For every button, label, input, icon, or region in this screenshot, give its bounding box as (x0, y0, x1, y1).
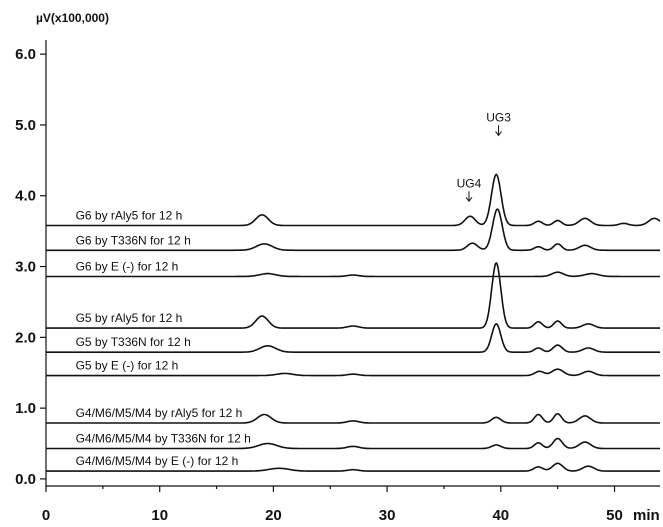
tick-labels: 0.0 1.0 2.0 3.0 4.0 5.0 6.0 0 10 20 30 40 50 (15, 46, 623, 524)
y-axis-unit-label: µV(x100,000) (36, 11, 109, 25)
y-tick-label: 5.0 (15, 117, 36, 134)
y-tick-label: 4.0 (15, 188, 36, 205)
trace-label: G5 by T336N for 12 h (76, 335, 191, 349)
y-tick-label: 3.0 (15, 259, 36, 276)
x-tick-label: 50 (606, 507, 623, 524)
y-tick-label: 2.0 (15, 329, 36, 346)
x-tick-label: 10 (151, 507, 168, 524)
trace-label: G4/M6/M5/M4 by T336N for 12 h (76, 431, 251, 445)
trace-label: G5 by E (-) for 12 h (76, 359, 179, 373)
trace-label: G4/M6/M5/M4 by E (-) for 12 h (76, 454, 239, 468)
x-axis-unit-label: min (633, 507, 660, 524)
x-tick-label: 0 (42, 507, 50, 524)
peak-annotations: UG3 UG4 (457, 110, 512, 201)
trace-label: G6 by T336N for 12 h (76, 233, 191, 247)
peak-annotation-label: UG3 (486, 110, 511, 124)
trace-label: G4/M6/M5/M4 by rAly5 for 12 h (76, 406, 243, 420)
y-tick-label: 0.0 (15, 471, 36, 488)
trace-label: G6 by rAly5 for 12 h (76, 208, 183, 222)
trace-label: G6 by E (-) for 12 h (76, 259, 179, 273)
x-tick-label: 40 (492, 507, 509, 524)
y-tick-label: 1.0 (15, 400, 36, 417)
trace-labels: G6 by rAly5 for 12 h G6 by T336N for 12 h… (76, 208, 251, 468)
x-tick-label: 20 (265, 507, 282, 524)
y-tick-label: 6.0 (15, 46, 36, 63)
x-tick-label: 30 (379, 507, 396, 524)
trace-label: G5 by rAly5 for 12 h (76, 311, 183, 325)
peak-annotation-label: UG4 (457, 176, 482, 190)
